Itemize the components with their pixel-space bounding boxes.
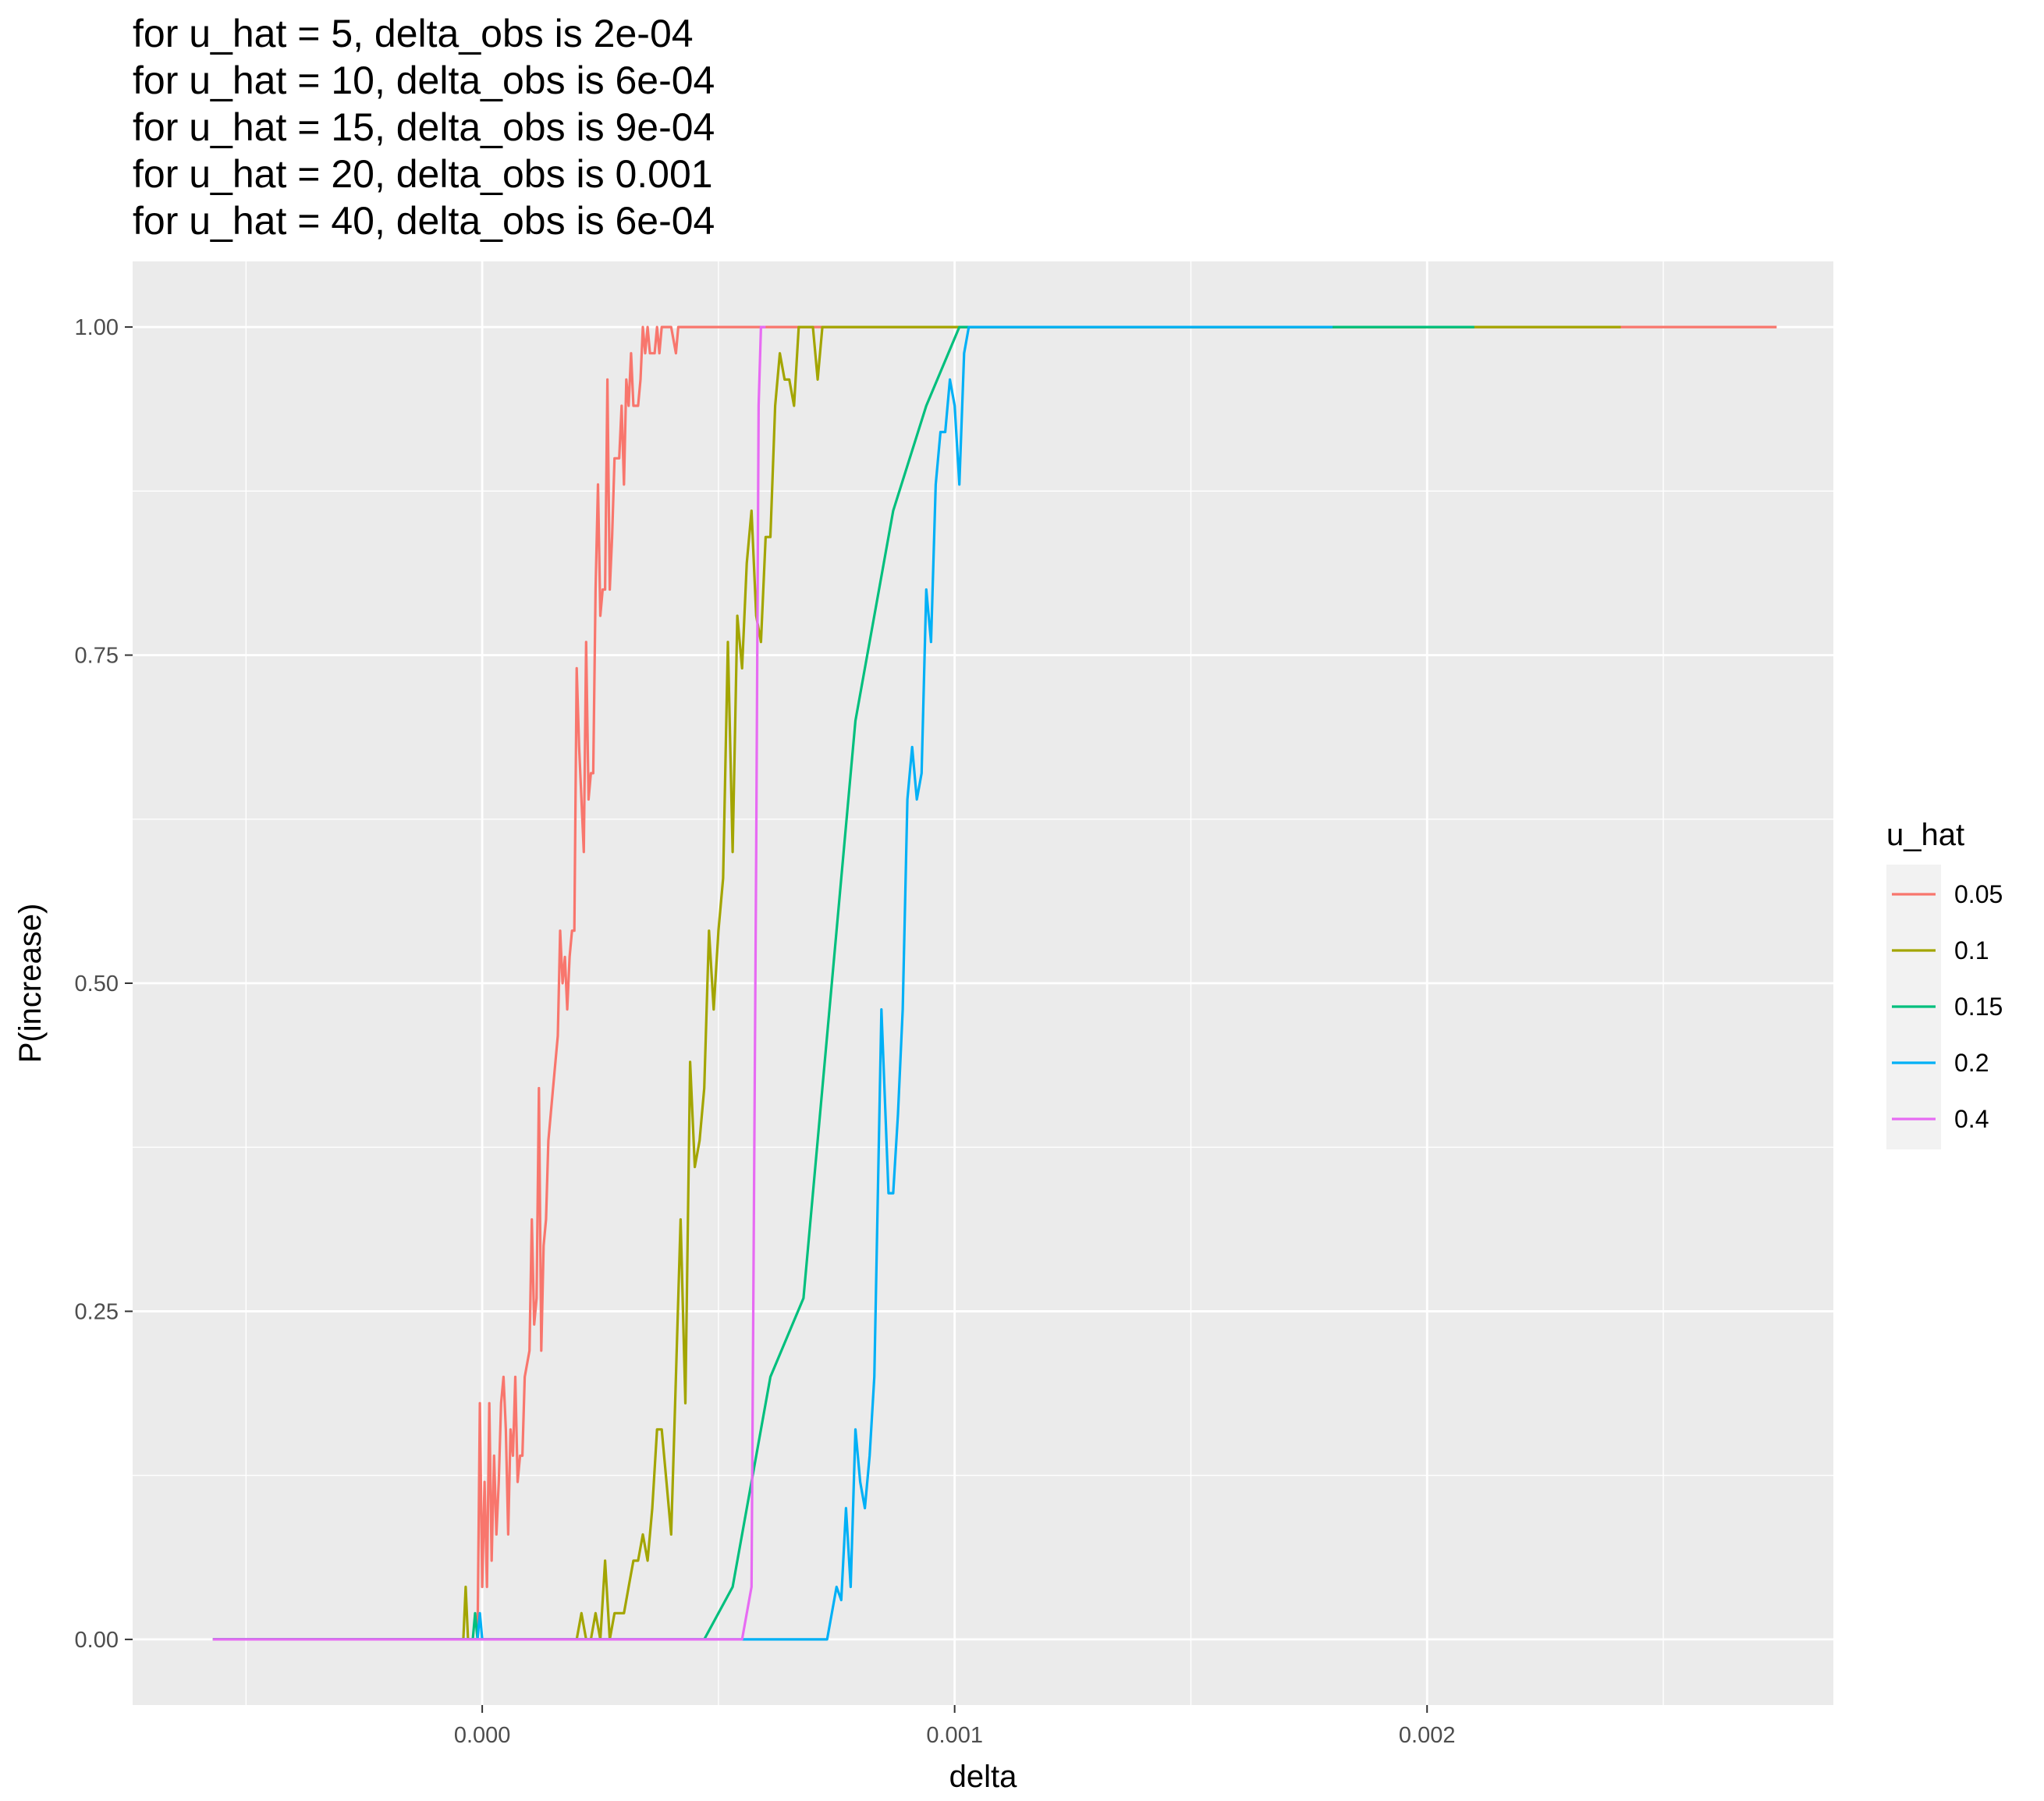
x-tick-label: 0.001 bbox=[926, 1723, 983, 1748]
title-line: for u_hat = 40, delta_obs is 6e-04 bbox=[133, 199, 715, 243]
title-line: for u_hat = 10, delta_obs is 6e-04 bbox=[133, 59, 715, 102]
legend-label: 0.1 bbox=[1954, 936, 1989, 964]
x-axis-ticks: 0.000 0.001 0.002 bbox=[454, 1705, 1456, 1748]
y-tick-label: 0.50 bbox=[75, 972, 119, 996]
series-lines bbox=[212, 325, 1777, 1641]
legend-title: u_hat bbox=[1886, 818, 1964, 852]
title-line: for u_hat = 5, delta_obs is 2e-04 bbox=[133, 12, 694, 55]
y-tick-label: 0.75 bbox=[75, 644, 119, 669]
legend-label: 0.05 bbox=[1954, 880, 2003, 908]
x-axis-title: delta bbox=[949, 1760, 1017, 1794]
series-line-0-15 bbox=[212, 325, 1474, 1641]
y-axis-title: P(increase) bbox=[13, 904, 48, 1064]
legend-label: 0.15 bbox=[1954, 993, 2003, 1021]
series-line-0-2 bbox=[212, 325, 1333, 1641]
y-tick-label: 1.00 bbox=[75, 315, 119, 340]
series-line-0-4 bbox=[212, 325, 766, 1641]
title-line: for u_hat = 15, delta_obs is 9e-04 bbox=[133, 105, 715, 149]
x-tick-label: 0.002 bbox=[1399, 1723, 1456, 1748]
legend-label: 0.4 bbox=[1954, 1105, 1989, 1133]
legend: u_hat 0.05 0.1 0.15 0.2 0.4 bbox=[1886, 818, 2003, 1149]
legend-items: 0.05 0.1 0.15 0.2 0.4 bbox=[1892, 880, 2003, 1133]
x-tick-label: 0.000 bbox=[454, 1723, 511, 1748]
series-line-0-05 bbox=[212, 325, 1777, 1641]
series-line-0-1 bbox=[212, 325, 1621, 1641]
major-gridlines bbox=[133, 261, 1833, 1705]
title-line: for u_hat = 20, delta_obs is 0.001 bbox=[133, 152, 713, 196]
chart-title: for u_hat = 5, delta_obs is 2e-04 for u_… bbox=[133, 12, 715, 243]
y-tick-label: 0.00 bbox=[75, 1628, 119, 1653]
y-axis-ticks: 0.00 0.25 0.50 0.75 1.00 bbox=[75, 315, 133, 1653]
legend-label: 0.2 bbox=[1954, 1049, 1989, 1077]
y-tick-label: 0.25 bbox=[75, 1299, 119, 1324]
